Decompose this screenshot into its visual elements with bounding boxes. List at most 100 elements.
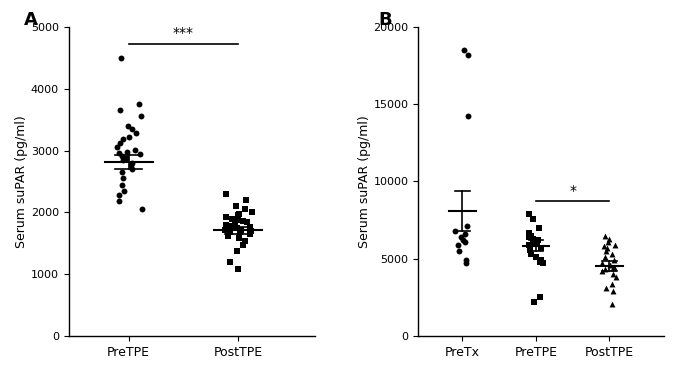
Point — [533, 237, 544, 243]
Point — [608, 264, 619, 270]
Point — [221, 222, 232, 228]
Point — [610, 274, 621, 280]
Point — [603, 236, 614, 242]
Point — [134, 151, 145, 157]
Point — [527, 236, 538, 242]
Point — [525, 251, 536, 257]
Point — [608, 265, 619, 271]
Text: *: * — [569, 185, 576, 199]
Point — [608, 257, 619, 264]
Point — [226, 215, 237, 222]
Point — [524, 234, 535, 240]
Point — [462, 223, 473, 229]
Point — [123, 123, 134, 129]
Point — [599, 233, 610, 239]
Point — [114, 140, 125, 146]
Text: ***: *** — [173, 26, 194, 40]
Point — [607, 251, 618, 257]
Point — [457, 237, 468, 243]
Point — [601, 245, 612, 251]
Point — [460, 257, 471, 264]
Point — [247, 209, 258, 215]
Point — [534, 295, 545, 301]
Point — [245, 226, 256, 232]
Point — [119, 188, 129, 194]
Point — [227, 223, 238, 229]
Point — [524, 211, 535, 217]
Point — [234, 229, 245, 235]
Point — [601, 248, 612, 254]
Point — [236, 227, 247, 233]
Point — [529, 299, 540, 305]
Point — [245, 231, 256, 237]
Point — [225, 225, 236, 231]
Point — [527, 239, 538, 245]
Point — [452, 242, 463, 248]
Point — [527, 215, 538, 222]
Point — [130, 147, 141, 153]
Point — [224, 259, 235, 265]
Text: B: B — [379, 11, 393, 29]
Point — [127, 160, 138, 166]
Point — [114, 150, 125, 156]
Point — [232, 225, 242, 231]
Point — [524, 242, 535, 248]
Point — [232, 248, 242, 254]
Point — [600, 254, 611, 260]
Point — [530, 254, 541, 260]
Point — [127, 126, 138, 132]
Point — [222, 233, 233, 239]
Point — [219, 227, 230, 233]
Point — [462, 52, 473, 58]
Point — [608, 288, 619, 295]
Point — [229, 220, 240, 227]
Point — [608, 271, 619, 277]
Point — [117, 157, 128, 163]
Point — [536, 245, 547, 251]
Point — [534, 259, 545, 265]
Point — [238, 218, 249, 224]
Point — [232, 266, 243, 272]
Point — [461, 261, 472, 267]
Point — [523, 230, 534, 236]
Point — [534, 225, 545, 231]
Point — [453, 248, 464, 254]
Point — [221, 191, 232, 197]
Point — [525, 246, 536, 253]
Point — [245, 224, 256, 230]
Point — [597, 261, 608, 267]
Point — [458, 47, 469, 53]
Point — [241, 219, 252, 225]
Point — [532, 240, 543, 246]
Point — [231, 203, 242, 209]
Point — [114, 198, 125, 204]
Point — [607, 301, 618, 307]
Point — [239, 206, 250, 212]
Point — [599, 243, 610, 249]
Point — [233, 217, 244, 223]
Point — [121, 155, 132, 161]
Point — [601, 285, 612, 291]
Point — [111, 144, 122, 150]
Point — [609, 242, 620, 248]
Point — [599, 266, 610, 272]
Point — [124, 134, 135, 140]
Point — [117, 175, 128, 181]
Point — [597, 268, 608, 274]
Point — [116, 169, 127, 175]
Point — [135, 113, 146, 120]
Point — [136, 206, 147, 212]
Text: A: A — [24, 11, 38, 29]
Point — [459, 239, 470, 245]
Point — [121, 149, 132, 155]
Point — [233, 212, 244, 219]
Point — [234, 235, 245, 241]
Point — [240, 197, 251, 203]
Point — [125, 162, 136, 168]
Point — [116, 181, 127, 188]
Point — [537, 261, 548, 267]
Y-axis label: Serum suPAR (pg/ml): Serum suPAR (pg/ml) — [358, 115, 371, 248]
Point — [221, 214, 232, 220]
Point — [115, 55, 126, 61]
Point — [126, 166, 137, 172]
